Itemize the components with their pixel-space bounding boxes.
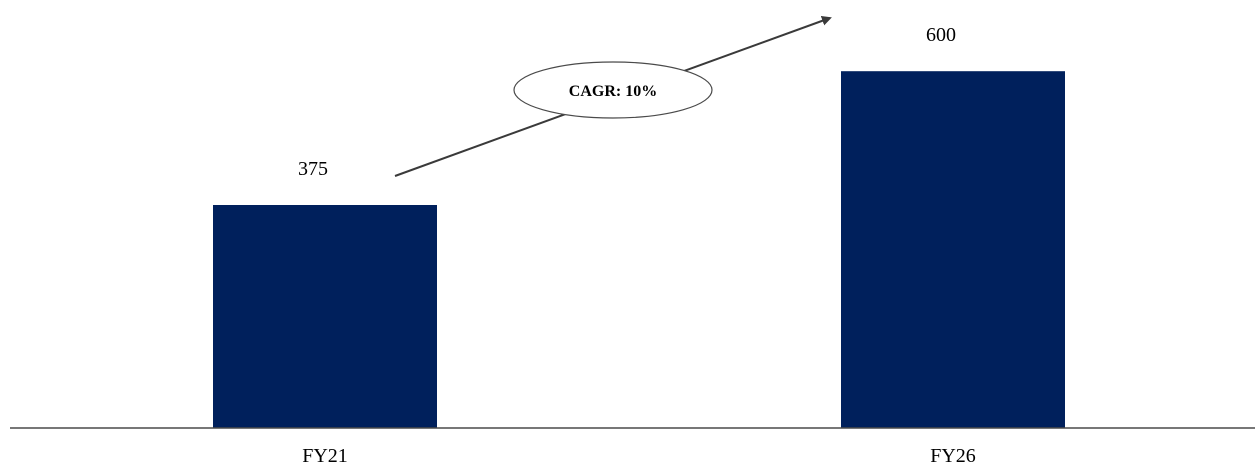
cagr-label: CAGR: 10% [569,83,657,100]
x-tick-label-fy26: FY26 [930,445,976,467]
cagr-ellipse [513,61,713,119]
labels-layer: 375 FY21 600 FY26 [298,24,976,467]
data-label-fy26: 600 [926,24,956,46]
data-label-fy21: 375 [298,158,328,180]
x-tick-label-fy21: FY21 [302,445,348,467]
cagr-callout: CAGR: 10% [394,16,832,177]
bar-fy21 [213,205,437,428]
bars-layer [213,71,1065,428]
bar-fy26 [841,71,1065,428]
